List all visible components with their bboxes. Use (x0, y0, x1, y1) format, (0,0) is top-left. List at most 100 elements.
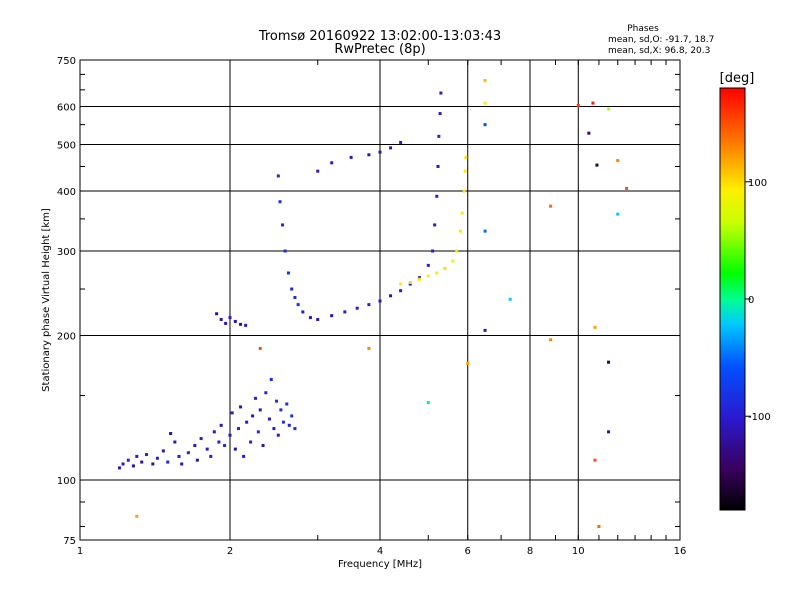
data-point (177, 454, 181, 458)
data-point (435, 194, 439, 198)
data-point (355, 306, 359, 310)
stats-header: Phases (627, 24, 659, 34)
data-point (217, 440, 221, 444)
data-point (460, 211, 464, 215)
data-point (443, 266, 447, 270)
data-point (426, 263, 430, 267)
x-tick-label: 4 (377, 546, 383, 557)
data-point (236, 427, 240, 431)
data-point (186, 451, 190, 455)
colorbar (719, 87, 746, 511)
data-point (140, 460, 144, 464)
data-point (215, 312, 219, 316)
x-axis-label: Frequency [MHz] (338, 559, 422, 570)
data-point (330, 314, 334, 318)
data-point (607, 360, 611, 364)
data-point (224, 321, 228, 325)
data-point (219, 317, 223, 321)
data-point (399, 282, 403, 286)
data-point (293, 427, 297, 431)
data-point (417, 276, 421, 280)
data-point (228, 433, 232, 437)
data-point (296, 303, 300, 307)
x-tick-label: 6 (465, 546, 471, 557)
data-point (233, 319, 237, 323)
colorbar-tick-label: -100 (748, 412, 771, 423)
data-point (607, 430, 611, 434)
data-point (145, 453, 149, 457)
y-axis-label: Stationary phase Virtual Height [km] (41, 208, 52, 392)
data-point (199, 437, 203, 441)
data-point (408, 282, 412, 286)
data-point (281, 420, 285, 424)
data-point (155, 456, 159, 460)
stats-o-line: mean, sd,O: -91.7, 18.7 (608, 35, 714, 45)
data-point (253, 396, 257, 400)
points-layer (117, 78, 629, 529)
data-point (251, 414, 255, 418)
data-point (193, 444, 197, 448)
data-point (378, 299, 382, 303)
data-point (616, 159, 620, 163)
data-point (242, 454, 246, 458)
stats-x-line: mean, sd,X: 96.8, 20.3 (608, 46, 710, 56)
data-point (272, 427, 276, 431)
data-point (244, 323, 248, 327)
y-tick-label: 600 (57, 103, 76, 114)
data-point (431, 249, 435, 253)
data-point (209, 454, 213, 458)
data-point (212, 430, 216, 434)
data-point (256, 430, 260, 434)
data-point (261, 444, 265, 448)
data-point (135, 514, 139, 518)
data-point (426, 274, 430, 278)
data-point (367, 346, 371, 350)
data-point (549, 204, 553, 208)
data-point (258, 408, 262, 412)
data-point (593, 458, 597, 462)
y-tick-label: 300 (57, 247, 76, 258)
data-point (283, 249, 287, 253)
x-tick-label: 1 (77, 546, 83, 557)
data-point (166, 460, 170, 464)
data-point (230, 411, 234, 415)
data-point (597, 525, 601, 529)
data-point (275, 399, 279, 403)
y-tick-label: 75 (63, 536, 76, 547)
data-point (426, 401, 430, 405)
data-point (281, 223, 285, 227)
data-point (439, 91, 443, 95)
y-tick-label: 100 (57, 476, 76, 487)
y-tick-label: 400 (57, 187, 76, 198)
data-point (293, 296, 297, 300)
data-point (228, 316, 232, 320)
data-point (593, 325, 597, 329)
data-point (438, 112, 442, 116)
data-point (343, 310, 347, 314)
data-point (466, 361, 470, 365)
data-point (349, 155, 353, 159)
data-point (239, 405, 243, 409)
x-tick-label: 2 (227, 546, 233, 557)
data-point (267, 417, 271, 421)
data-point (451, 259, 455, 263)
data-point (279, 408, 283, 412)
y-tick-label: 750 (57, 56, 76, 67)
data-point (173, 440, 177, 444)
data-point (399, 289, 403, 293)
data-point (205, 447, 209, 451)
data-point (330, 161, 334, 165)
data-point (625, 186, 629, 190)
data-point (433, 223, 437, 227)
data-point (180, 462, 184, 466)
colorbar-tick-label: 100 (748, 178, 767, 189)
data-point (264, 391, 268, 395)
x-tick-label: 10 (572, 546, 585, 557)
colorbar-label: [deg] (720, 71, 755, 86)
data-point (169, 432, 173, 436)
data-point (462, 189, 466, 193)
data-point (399, 140, 403, 144)
data-point (483, 328, 487, 332)
data-point (389, 294, 393, 298)
